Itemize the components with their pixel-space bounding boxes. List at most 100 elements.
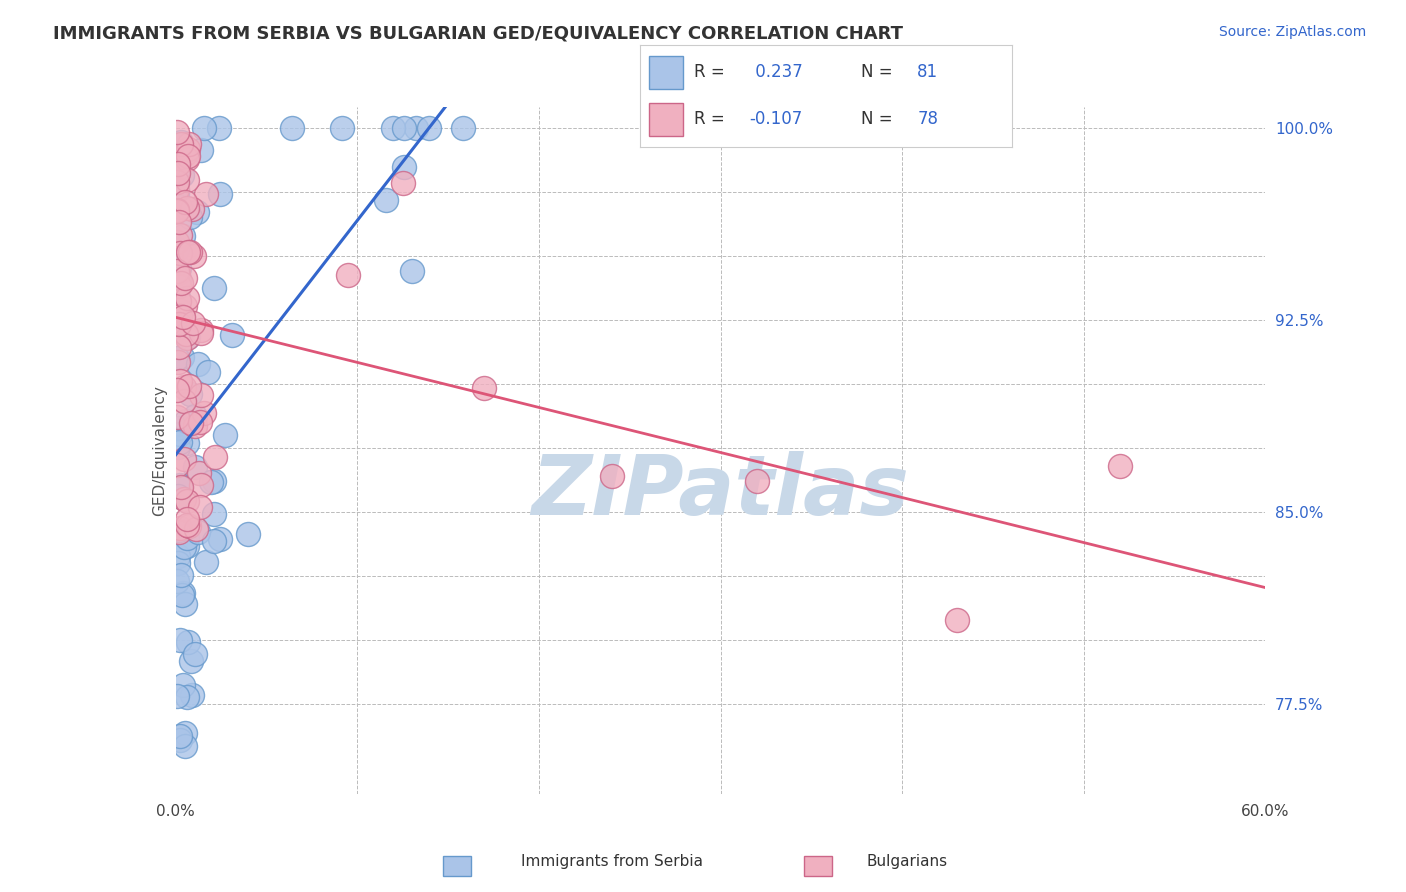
Point (176, 517, 198, 532)
Point (173, 586, 195, 600)
Point (166, 175, 188, 189)
Point (176, 690, 198, 704)
Point (166, 309, 188, 323)
Point (204, 450, 226, 464)
Text: -0.107: -0.107 (749, 111, 803, 128)
Point (167, 279, 190, 293)
Point (173, 541, 195, 555)
Point (167, 271, 190, 285)
Text: R =: R = (693, 63, 724, 81)
Point (194, 186, 217, 201)
Point (176, 245, 198, 260)
Point (172, 229, 194, 244)
Point (176, 201, 198, 215)
Point (184, 409, 207, 423)
Point (179, 245, 201, 260)
Text: 81: 81 (917, 63, 938, 81)
Point (179, 387, 201, 401)
Point (169, 426, 191, 441)
Point (169, 434, 191, 449)
Point (202, 475, 225, 489)
Point (187, 357, 209, 371)
Point (169, 374, 191, 388)
Point (167, 289, 190, 303)
Point (170, 479, 193, 493)
Point (167, 261, 190, 276)
Point (176, 539, 198, 553)
Point (209, 186, 232, 201)
Point (169, 521, 191, 535)
Point (166, 235, 188, 249)
Text: N =: N = (862, 111, 893, 128)
Point (166, 156, 188, 170)
Point (166, 574, 188, 588)
Point (166, 155, 188, 169)
Point (451, 120, 474, 135)
Point (169, 732, 191, 747)
Point (169, 245, 191, 260)
Point (167, 215, 190, 229)
FancyBboxPatch shape (650, 56, 682, 88)
Point (186, 205, 208, 219)
Point (167, 440, 190, 454)
Point (174, 271, 197, 285)
Point (195, 555, 218, 569)
Point (166, 184, 188, 198)
Point (180, 416, 202, 430)
Point (190, 478, 212, 492)
Point (187, 466, 209, 480)
Text: Immigrants from Serbia: Immigrants from Serbia (520, 854, 703, 869)
Point (166, 186, 188, 201)
Point (197, 365, 219, 379)
Point (394, 160, 416, 174)
Point (190, 143, 212, 157)
Point (190, 323, 212, 337)
Point (193, 406, 215, 420)
Point (176, 152, 198, 166)
Point (166, 355, 188, 369)
Point (174, 147, 197, 161)
Point (176, 435, 198, 450)
Text: IMMIGRANTS FROM SERBIA VS BULGARIAN GED/EQUIVALENCY CORRELATION CHART: IMMIGRANTS FROM SERBIA VS BULGARIAN GED/… (53, 25, 904, 43)
Text: ZIPatlas: ZIPatlas (531, 451, 910, 533)
Point (200, 475, 222, 489)
Point (176, 149, 198, 163)
Point (167, 293, 190, 308)
Point (170, 350, 193, 364)
Point (169, 632, 191, 647)
Point (184, 419, 207, 434)
Point (176, 494, 198, 508)
Text: Source: ZipAtlas.com: Source: ZipAtlas.com (1219, 25, 1367, 39)
Point (173, 299, 195, 313)
Point (391, 176, 413, 190)
Point (381, 120, 404, 135)
Point (173, 393, 195, 408)
Point (166, 383, 188, 397)
Point (188, 415, 211, 429)
Point (945, 613, 967, 627)
Text: Bulgarians: Bulgarians (866, 854, 948, 869)
Point (167, 523, 190, 537)
Point (167, 421, 190, 435)
Point (166, 410, 188, 425)
Point (169, 309, 191, 323)
Point (170, 588, 193, 602)
Point (176, 173, 198, 187)
Point (167, 302, 190, 317)
Point (167, 489, 190, 503)
Point (184, 460, 207, 475)
Point (169, 201, 191, 215)
Point (600, 469, 623, 483)
Point (190, 326, 212, 340)
Point (177, 330, 200, 344)
Point (187, 524, 209, 539)
Point (174, 597, 197, 611)
Point (202, 281, 225, 295)
Point (173, 492, 195, 507)
Point (166, 136, 188, 151)
Point (172, 310, 194, 325)
Point (169, 480, 191, 494)
Point (188, 500, 211, 515)
Point (392, 120, 415, 135)
Point (375, 193, 398, 207)
